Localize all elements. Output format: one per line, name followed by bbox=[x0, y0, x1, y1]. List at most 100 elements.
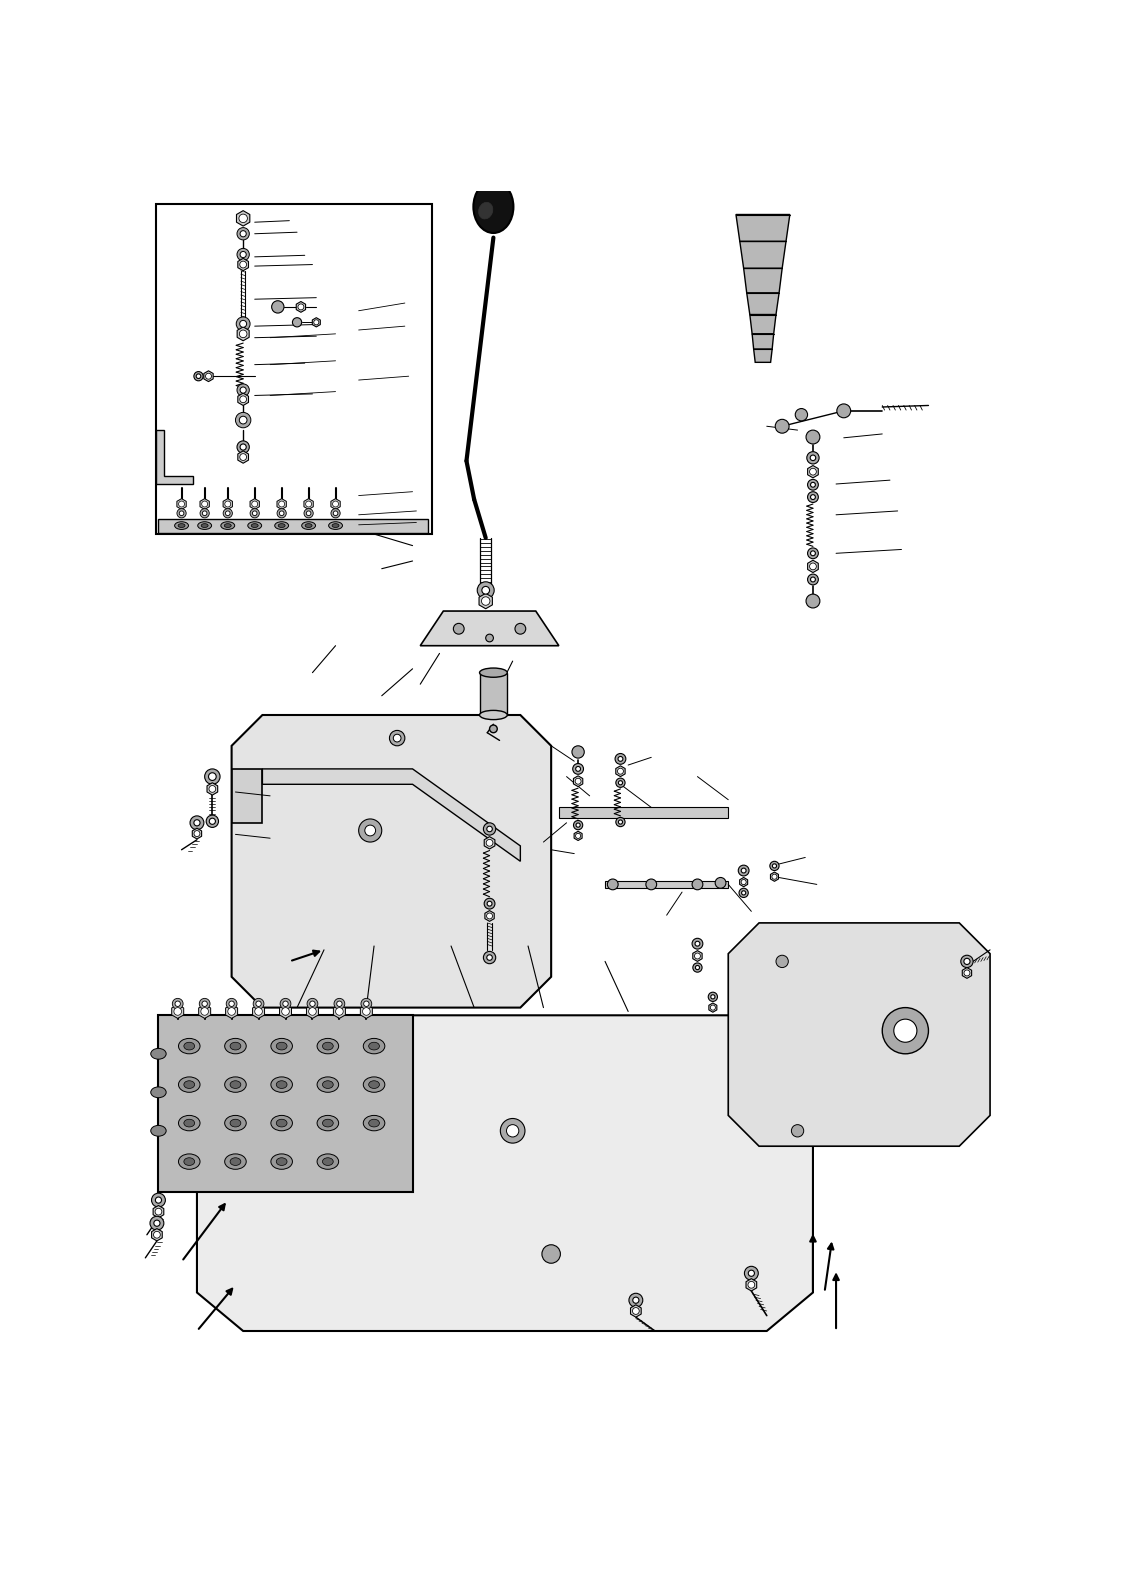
Polygon shape bbox=[728, 924, 990, 1147]
Polygon shape bbox=[709, 1003, 717, 1013]
Ellipse shape bbox=[248, 522, 261, 530]
Circle shape bbox=[240, 396, 247, 402]
Circle shape bbox=[282, 1008, 289, 1016]
Circle shape bbox=[229, 1002, 234, 1006]
Circle shape bbox=[237, 228, 249, 239]
Bar bbox=[158, 518, 427, 533]
Polygon shape bbox=[197, 1016, 813, 1330]
Ellipse shape bbox=[473, 180, 514, 233]
Polygon shape bbox=[631, 1305, 641, 1317]
Ellipse shape bbox=[270, 1077, 293, 1093]
Circle shape bbox=[226, 510, 230, 515]
Circle shape bbox=[306, 510, 311, 515]
Polygon shape bbox=[237, 327, 249, 341]
Ellipse shape bbox=[230, 1042, 241, 1050]
Polygon shape bbox=[296, 301, 305, 313]
Ellipse shape bbox=[224, 1077, 246, 1093]
Polygon shape bbox=[479, 593, 493, 609]
Polygon shape bbox=[177, 499, 186, 509]
Circle shape bbox=[710, 1005, 716, 1010]
Circle shape bbox=[506, 1124, 518, 1137]
Circle shape bbox=[293, 317, 302, 327]
Ellipse shape bbox=[175, 522, 188, 530]
Ellipse shape bbox=[184, 1042, 194, 1050]
Circle shape bbox=[618, 756, 623, 761]
Circle shape bbox=[738, 864, 749, 876]
Circle shape bbox=[240, 321, 247, 327]
Circle shape bbox=[576, 833, 581, 839]
Ellipse shape bbox=[230, 1158, 241, 1166]
Polygon shape bbox=[172, 1005, 184, 1018]
Circle shape bbox=[240, 388, 246, 392]
Circle shape bbox=[240, 252, 246, 258]
Circle shape bbox=[646, 879, 656, 890]
Ellipse shape bbox=[201, 523, 208, 528]
Polygon shape bbox=[746, 1279, 756, 1290]
Ellipse shape bbox=[318, 1077, 339, 1093]
Polygon shape bbox=[263, 769, 521, 861]
Circle shape bbox=[314, 319, 319, 325]
Circle shape bbox=[205, 373, 211, 380]
Ellipse shape bbox=[178, 1038, 200, 1054]
Circle shape bbox=[228, 1008, 236, 1016]
Circle shape bbox=[331, 509, 340, 518]
Circle shape bbox=[283, 1002, 288, 1006]
Bar bbox=[559, 807, 728, 818]
Ellipse shape bbox=[276, 1158, 287, 1166]
Circle shape bbox=[629, 1294, 643, 1308]
Ellipse shape bbox=[329, 522, 342, 530]
Polygon shape bbox=[200, 499, 210, 509]
Circle shape bbox=[194, 820, 200, 826]
Ellipse shape bbox=[275, 522, 288, 530]
Circle shape bbox=[542, 1244, 560, 1263]
Ellipse shape bbox=[150, 1126, 166, 1136]
Circle shape bbox=[309, 1008, 316, 1016]
Circle shape bbox=[250, 509, 259, 518]
Circle shape bbox=[617, 769, 624, 774]
Circle shape bbox=[616, 817, 625, 826]
Circle shape bbox=[307, 998, 318, 1010]
Circle shape bbox=[280, 998, 291, 1010]
Ellipse shape bbox=[270, 1115, 293, 1131]
Circle shape bbox=[224, 501, 231, 507]
Circle shape bbox=[487, 912, 493, 919]
Polygon shape bbox=[156, 431, 193, 483]
Bar bbox=[158, 1016, 413, 1193]
Circle shape bbox=[255, 1008, 263, 1016]
Ellipse shape bbox=[305, 523, 312, 528]
Circle shape bbox=[200, 509, 210, 518]
Circle shape bbox=[227, 998, 237, 1010]
Ellipse shape bbox=[221, 522, 234, 530]
Circle shape bbox=[739, 888, 748, 898]
Circle shape bbox=[237, 384, 249, 396]
Polygon shape bbox=[153, 1206, 164, 1219]
Circle shape bbox=[770, 861, 779, 871]
Circle shape bbox=[206, 815, 219, 828]
Circle shape bbox=[251, 501, 258, 507]
Circle shape bbox=[695, 954, 700, 959]
Circle shape bbox=[272, 301, 284, 313]
Ellipse shape bbox=[322, 1158, 333, 1166]
Circle shape bbox=[772, 874, 778, 879]
Ellipse shape bbox=[276, 1081, 287, 1088]
Ellipse shape bbox=[230, 1120, 241, 1128]
Circle shape bbox=[364, 1002, 369, 1006]
Circle shape bbox=[515, 624, 526, 635]
Polygon shape bbox=[574, 831, 582, 841]
Ellipse shape bbox=[251, 523, 258, 528]
Polygon shape bbox=[739, 877, 747, 887]
Circle shape bbox=[252, 510, 257, 515]
Circle shape bbox=[748, 1270, 754, 1276]
Circle shape bbox=[237, 317, 250, 330]
Polygon shape bbox=[752, 333, 774, 349]
Polygon shape bbox=[192, 828, 202, 839]
Polygon shape bbox=[749, 314, 776, 333]
Circle shape bbox=[776, 955, 789, 968]
Circle shape bbox=[960, 955, 973, 968]
Circle shape bbox=[633, 1297, 638, 1303]
Circle shape bbox=[576, 778, 581, 785]
Ellipse shape bbox=[364, 1115, 385, 1131]
Polygon shape bbox=[231, 769, 263, 823]
Circle shape bbox=[298, 305, 304, 309]
Bar bbox=[605, 880, 728, 888]
